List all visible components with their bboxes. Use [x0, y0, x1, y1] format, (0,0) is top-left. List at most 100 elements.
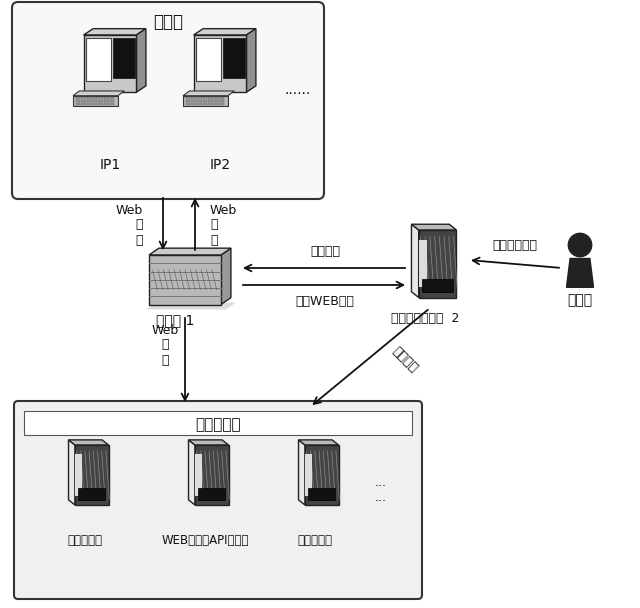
- Text: IP1: IP1: [99, 158, 120, 172]
- Polygon shape: [73, 91, 124, 95]
- Text: Web
响
应: Web 响 应: [210, 204, 237, 246]
- Text: 拒绝请求: 拒绝请求: [310, 245, 340, 258]
- Polygon shape: [208, 100, 213, 102]
- Polygon shape: [566, 258, 593, 288]
- Text: 路由器 1: 路由器 1: [156, 313, 194, 327]
- Polygon shape: [220, 97, 225, 99]
- Polygon shape: [186, 97, 191, 99]
- Polygon shape: [87, 97, 92, 99]
- Polygon shape: [246, 29, 256, 92]
- Polygon shape: [149, 248, 231, 255]
- Polygon shape: [197, 100, 202, 102]
- FancyBboxPatch shape: [14, 401, 422, 599]
- Polygon shape: [305, 454, 312, 496]
- Text: 客户端: 客户端: [153, 13, 183, 31]
- Polygon shape: [193, 29, 256, 35]
- Polygon shape: [214, 97, 219, 99]
- Polygon shape: [99, 100, 103, 102]
- Text: ...
...: ... ...: [375, 476, 387, 504]
- Text: Web
响
应: Web 响 应: [152, 323, 179, 367]
- Polygon shape: [109, 97, 115, 99]
- Polygon shape: [81, 97, 86, 99]
- Polygon shape: [198, 488, 225, 500]
- Text: 管理员: 管理员: [568, 293, 593, 307]
- Polygon shape: [87, 103, 92, 105]
- Polygon shape: [84, 29, 146, 35]
- Polygon shape: [93, 100, 97, 102]
- FancyBboxPatch shape: [12, 2, 324, 199]
- Polygon shape: [203, 100, 207, 102]
- Text: 行为分析服务器  2: 行为分析服务器 2: [391, 311, 459, 325]
- Polygon shape: [208, 103, 213, 105]
- Polygon shape: [183, 95, 228, 106]
- Polygon shape: [146, 303, 236, 309]
- Text: Web
请
求: Web 请 求: [116, 204, 143, 246]
- Polygon shape: [203, 103, 207, 105]
- Text: WEB服务、API服务器: WEB服务、API服务器: [161, 533, 249, 547]
- Polygon shape: [193, 35, 246, 92]
- Polygon shape: [189, 440, 228, 445]
- Text: 资源服务器: 资源服务器: [298, 533, 333, 547]
- Circle shape: [568, 233, 592, 257]
- Polygon shape: [93, 103, 97, 105]
- Polygon shape: [196, 38, 221, 81]
- Polygon shape: [422, 278, 452, 292]
- Polygon shape: [86, 38, 111, 81]
- Polygon shape: [214, 103, 219, 105]
- Polygon shape: [113, 38, 135, 78]
- Polygon shape: [75, 454, 83, 496]
- Polygon shape: [223, 38, 245, 78]
- Polygon shape: [84, 35, 136, 92]
- Polygon shape: [183, 91, 234, 95]
- Polygon shape: [197, 103, 202, 105]
- Polygon shape: [76, 103, 81, 105]
- Text: ......: ......: [285, 83, 311, 97]
- Polygon shape: [81, 100, 86, 102]
- Polygon shape: [136, 29, 146, 92]
- Polygon shape: [191, 103, 196, 105]
- Text: 业务服务器: 业务服务器: [195, 418, 241, 432]
- Polygon shape: [68, 440, 75, 505]
- Polygon shape: [109, 100, 115, 102]
- Polygon shape: [208, 97, 213, 99]
- Polygon shape: [221, 248, 231, 305]
- Text: 网站服务器: 网站服务器: [67, 533, 102, 547]
- Polygon shape: [186, 103, 191, 105]
- Polygon shape: [78, 488, 105, 500]
- Polygon shape: [99, 97, 103, 99]
- Polygon shape: [104, 97, 109, 99]
- Polygon shape: [203, 97, 207, 99]
- Polygon shape: [419, 240, 427, 288]
- Polygon shape: [186, 100, 191, 102]
- Polygon shape: [68, 440, 109, 445]
- Text: 获取WEB请求: 获取WEB请求: [296, 295, 355, 308]
- Polygon shape: [195, 454, 202, 496]
- Text: 行为数据: 行为数据: [390, 345, 420, 375]
- Polygon shape: [195, 445, 228, 505]
- Polygon shape: [75, 445, 109, 505]
- Bar: [24, 411, 412, 435]
- Polygon shape: [197, 97, 202, 99]
- Polygon shape: [220, 100, 225, 102]
- Polygon shape: [149, 255, 221, 305]
- Polygon shape: [412, 224, 456, 230]
- Polygon shape: [87, 100, 92, 102]
- Polygon shape: [76, 97, 81, 99]
- Polygon shape: [298, 440, 339, 445]
- Polygon shape: [189, 440, 195, 505]
- Polygon shape: [99, 103, 103, 105]
- Polygon shape: [104, 103, 109, 105]
- Polygon shape: [76, 100, 81, 102]
- Polygon shape: [412, 224, 419, 297]
- Polygon shape: [305, 445, 339, 505]
- Polygon shape: [93, 97, 97, 99]
- Polygon shape: [109, 103, 115, 105]
- Polygon shape: [73, 95, 118, 106]
- Polygon shape: [308, 488, 335, 500]
- Text: IP2: IP2: [209, 158, 230, 172]
- Polygon shape: [214, 100, 219, 102]
- Polygon shape: [191, 97, 196, 99]
- Polygon shape: [81, 103, 86, 105]
- Polygon shape: [298, 440, 305, 505]
- Polygon shape: [419, 230, 456, 297]
